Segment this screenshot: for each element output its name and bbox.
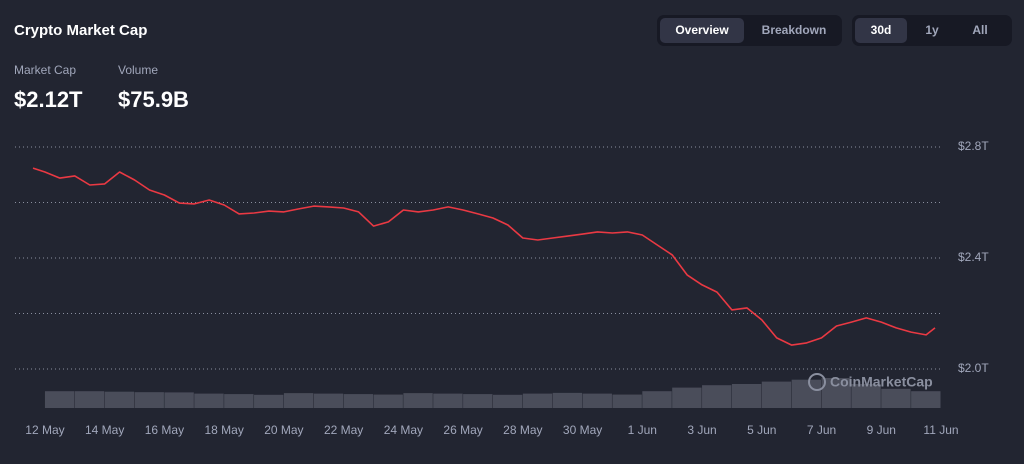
tab-active[interactable] <box>660 18 744 43</box>
volume-bar <box>283 393 314 408</box>
volume-bar <box>552 392 583 408</box>
volume-bar <box>881 388 911 408</box>
stat-value: $2.12T <box>14 87 83 112</box>
stat-label: Market Cap <box>14 63 76 77</box>
volume-bar <box>582 393 612 408</box>
volume-bar <box>254 394 284 408</box>
volume-bar <box>672 387 702 408</box>
x-tick-label: 9 Jun <box>867 423 896 437</box>
x-tick-label: 18 May <box>204 423 243 437</box>
tab[interactable]: Overview <box>675 23 729 37</box>
watermark: CoinMarketCap <box>830 374 933 390</box>
x-tick-label: 5 Jun <box>747 423 776 437</box>
stat-label: Volume <box>118 63 158 77</box>
volume-bar <box>911 391 941 408</box>
volume-bar <box>134 392 164 408</box>
volume-bar <box>104 391 135 408</box>
volume-bar <box>731 384 762 408</box>
volume-bar <box>44 391 75 408</box>
x-tick-label: 20 May <box>264 423 303 437</box>
volume-bar <box>373 394 403 408</box>
watermark-logo <box>808 373 826 391</box>
x-tick-label: 22 May <box>324 423 363 437</box>
x-tick-label: 28 May <box>503 423 542 437</box>
volume-bar <box>492 394 523 408</box>
volume-bar <box>761 381 792 408</box>
x-tick-label: 14 May <box>85 423 124 437</box>
volume-bar <box>851 384 881 408</box>
y-tick-label: $2.8T <box>958 139 989 153</box>
volume-bar <box>194 393 224 408</box>
volume-bar <box>164 392 194 408</box>
volume-bar <box>74 391 105 408</box>
stat-value: $75.9B <box>118 87 189 112</box>
x-tick-label: 7 Jun <box>807 423 836 437</box>
volume-bar <box>821 378 851 408</box>
y-tick-label: $2.4T <box>958 250 989 264</box>
range[interactable]: 30d <box>871 23 892 37</box>
price-line <box>32 167 936 346</box>
volume-bar <box>522 393 553 408</box>
plot: $2.8T $2.4T $2.0T 12 May 14 May 16 May 18 May 2… <box>15 139 989 437</box>
volume-bar <box>313 393 344 408</box>
range-active[interactable] <box>855 18 907 43</box>
volume-bar <box>403 393 433 408</box>
volume-bar <box>343 394 373 408</box>
range[interactable]: All <box>972 23 987 37</box>
x-tick-label: 16 May <box>145 423 184 437</box>
x-tick-label: 12 May <box>25 423 64 437</box>
volume-bar <box>224 394 254 408</box>
title: Crypto Market Cap <box>14 22 147 39</box>
volume-bar <box>612 394 642 408</box>
range[interactable]: 1y <box>925 23 939 37</box>
x-tick-label: 26 May <box>443 423 482 437</box>
tab[interactable]: Breakdown <box>762 23 827 37</box>
x-tick-label: 24 May <box>384 423 423 437</box>
x-tick-label: 1 Jun <box>628 423 657 437</box>
volume-bar <box>463 394 493 408</box>
volume-bar <box>702 385 732 408</box>
x-tick-label: 3 Jun <box>687 423 716 437</box>
x-tick-label: 11 Jun <box>923 423 958 437</box>
volume-bar <box>433 393 463 408</box>
x-tick-label: 30 May <box>563 423 602 437</box>
volume-bar <box>791 379 822 408</box>
volume-bar <box>642 391 672 408</box>
y-tick-label: $2.0T <box>958 361 989 375</box>
